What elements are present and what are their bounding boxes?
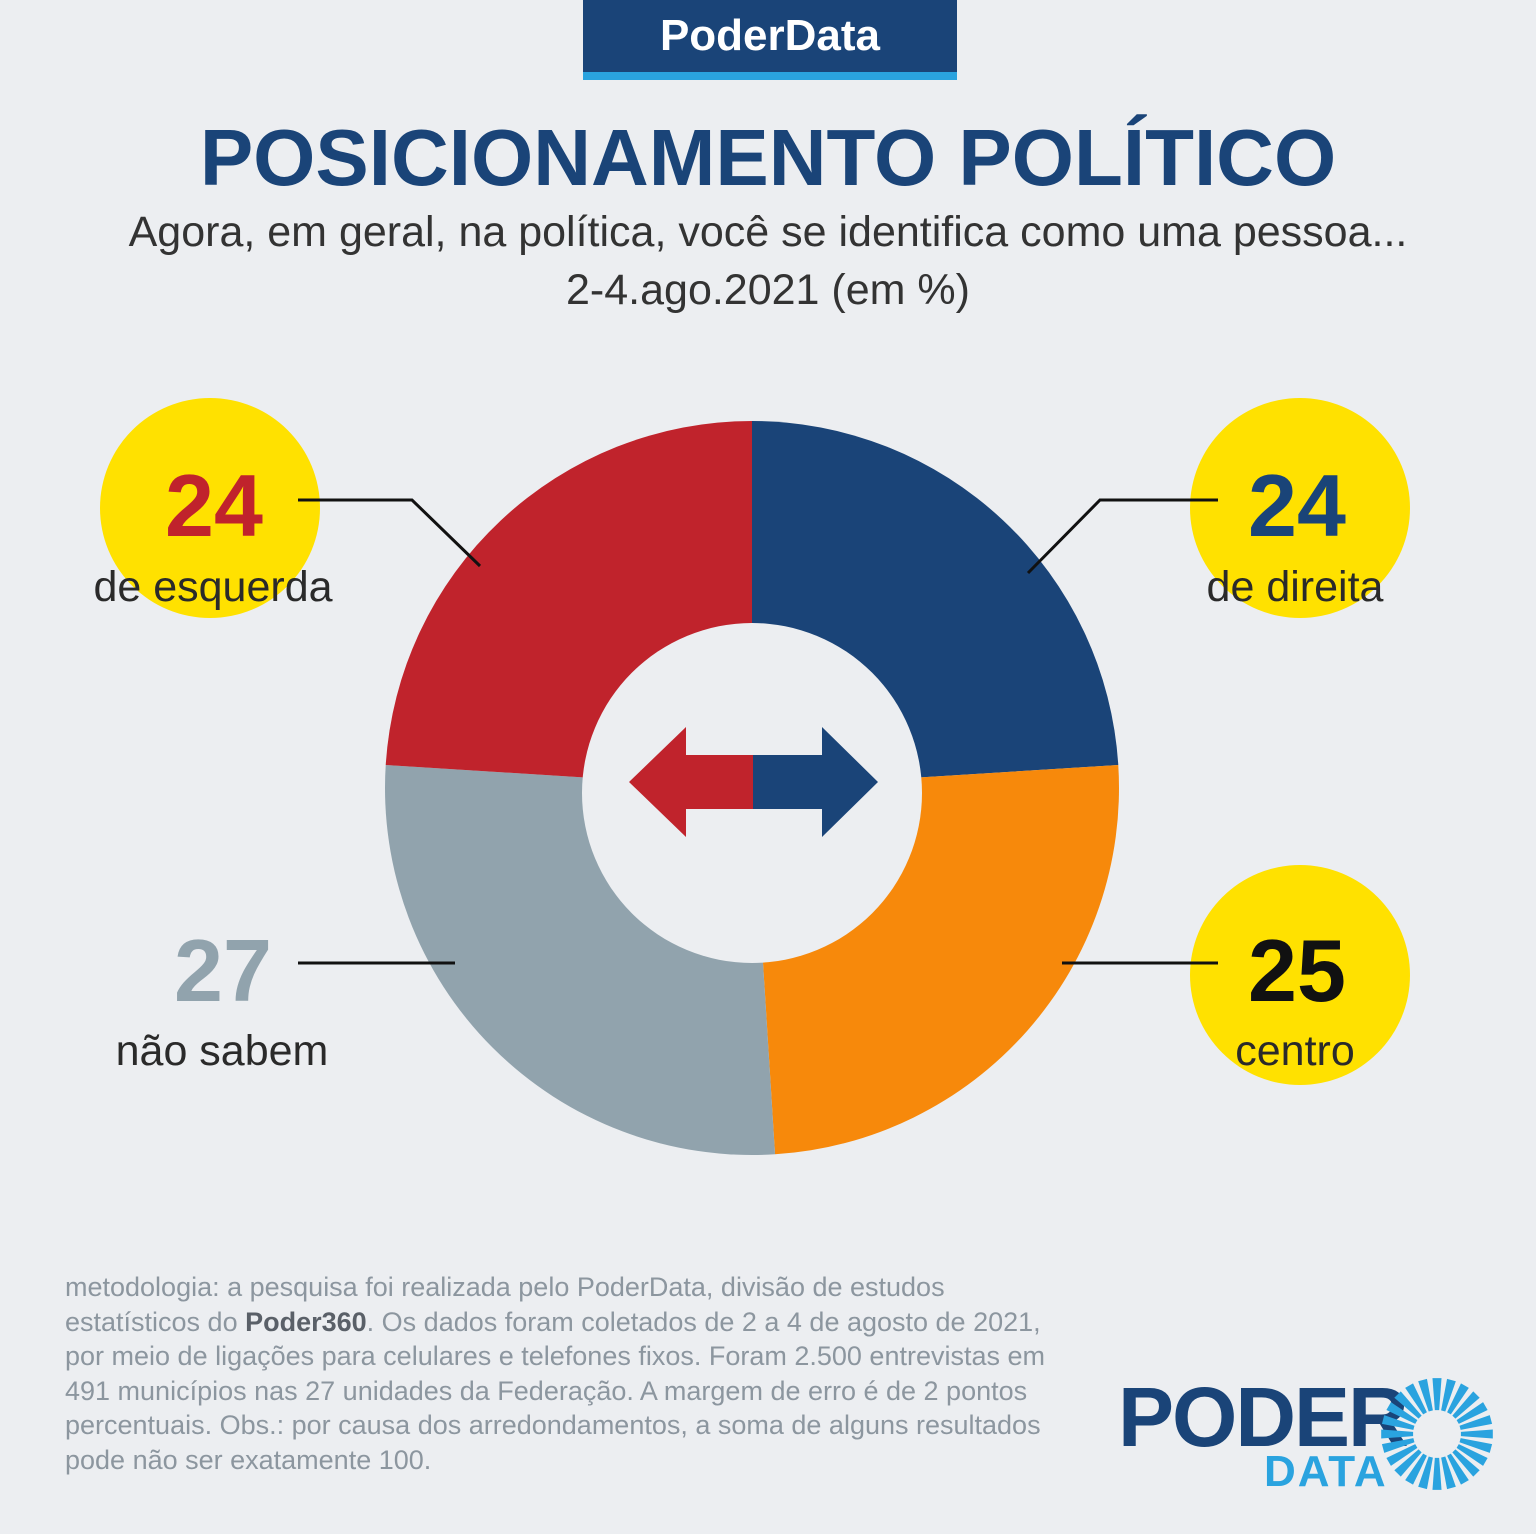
sunburst-icon — [1381, 1378, 1493, 1490]
sunburst-ray — [1459, 1438, 1493, 1453]
sunburst-ray — [1456, 1402, 1488, 1424]
sunburst-ray — [1456, 1444, 1488, 1466]
leader-line-0 — [1026, 498, 1218, 575]
value-nao-sabem: 27 — [174, 921, 272, 1020]
sunburst-ray — [1441, 1378, 1456, 1412]
chart-subtitle: Agora, em geral, na política, você se id… — [0, 203, 1536, 319]
highlight-circle — [1190, 865, 1410, 1085]
sunburst-ray — [1418, 1378, 1433, 1412]
sunburst-ray — [1381, 1415, 1415, 1430]
sunburst-ray — [1394, 1449, 1422, 1477]
highlight-circle — [1190, 398, 1410, 618]
sunburst-ray — [1386, 1402, 1418, 1424]
label-centro: centro — [1235, 1027, 1355, 1075]
sunburst-ray — [1418, 1456, 1433, 1490]
logo-data: DATA — [1264, 1447, 1388, 1496]
sunburst-ray — [1432, 1457, 1442, 1490]
chart-title: POSICIONAMENTO POLÍTICO — [199, 113, 1337, 202]
poderdata-logo: PODER DATA — [1118, 1372, 1498, 1502]
methodology-text: metodologia: a pesquisa foi realizada pe… — [65, 1272, 945, 1337]
value-centro: 25 — [1248, 921, 1346, 1020]
sunburst-ray — [1459, 1415, 1493, 1430]
highlight-circle — [100, 398, 320, 618]
value-direita: 24 — [1248, 456, 1346, 555]
value-esquerda: 24 — [165, 456, 263, 555]
sunburst-ray — [1452, 1391, 1480, 1419]
arrow-left-icon — [629, 727, 753, 837]
sunburst-ray — [1447, 1383, 1469, 1415]
sunburst-ray — [1405, 1453, 1427, 1485]
sunburst-ray — [1447, 1453, 1469, 1485]
leader-line-3 — [298, 498, 482, 568]
label-esquerda: de esquerda — [93, 563, 333, 611]
methodology-bold: Poder360 — [245, 1306, 367, 1337]
label-nao-sabem: não sabem — [115, 1027, 329, 1075]
sunburst-ray — [1386, 1444, 1418, 1466]
sunburst-ray — [1452, 1449, 1480, 1477]
methodology-text-end: . Os dados foram coletados de 2 a 4 de a… — [65, 1306, 1046, 1475]
sunburst-ray — [1441, 1456, 1456, 1490]
sunburst-ray — [1460, 1429, 1493, 1439]
brand-tab: PoderData — [583, 0, 957, 80]
sunburst-ray — [1381, 1429, 1414, 1439]
sunburst-ray — [1394, 1391, 1422, 1419]
label-direita: de direita — [1206, 563, 1384, 611]
sunburst-ray — [1432, 1378, 1442, 1411]
brand-tab-label: PoderData — [659, 11, 881, 60]
sunburst-ray — [1405, 1383, 1427, 1415]
survey-question: Agora, em geral, na política, você se id… — [128, 208, 1408, 256]
survey-date: 2-4.ago.2021 (em %) — [566, 266, 970, 314]
methodology-note: metodologia: a pesquisa foi realizada pe… — [65, 1270, 1085, 1477]
logo-poder: PODER — [1118, 1370, 1409, 1464]
arrow-right-icon — [753, 727, 878, 837]
sunburst-ray — [1381, 1438, 1415, 1453]
